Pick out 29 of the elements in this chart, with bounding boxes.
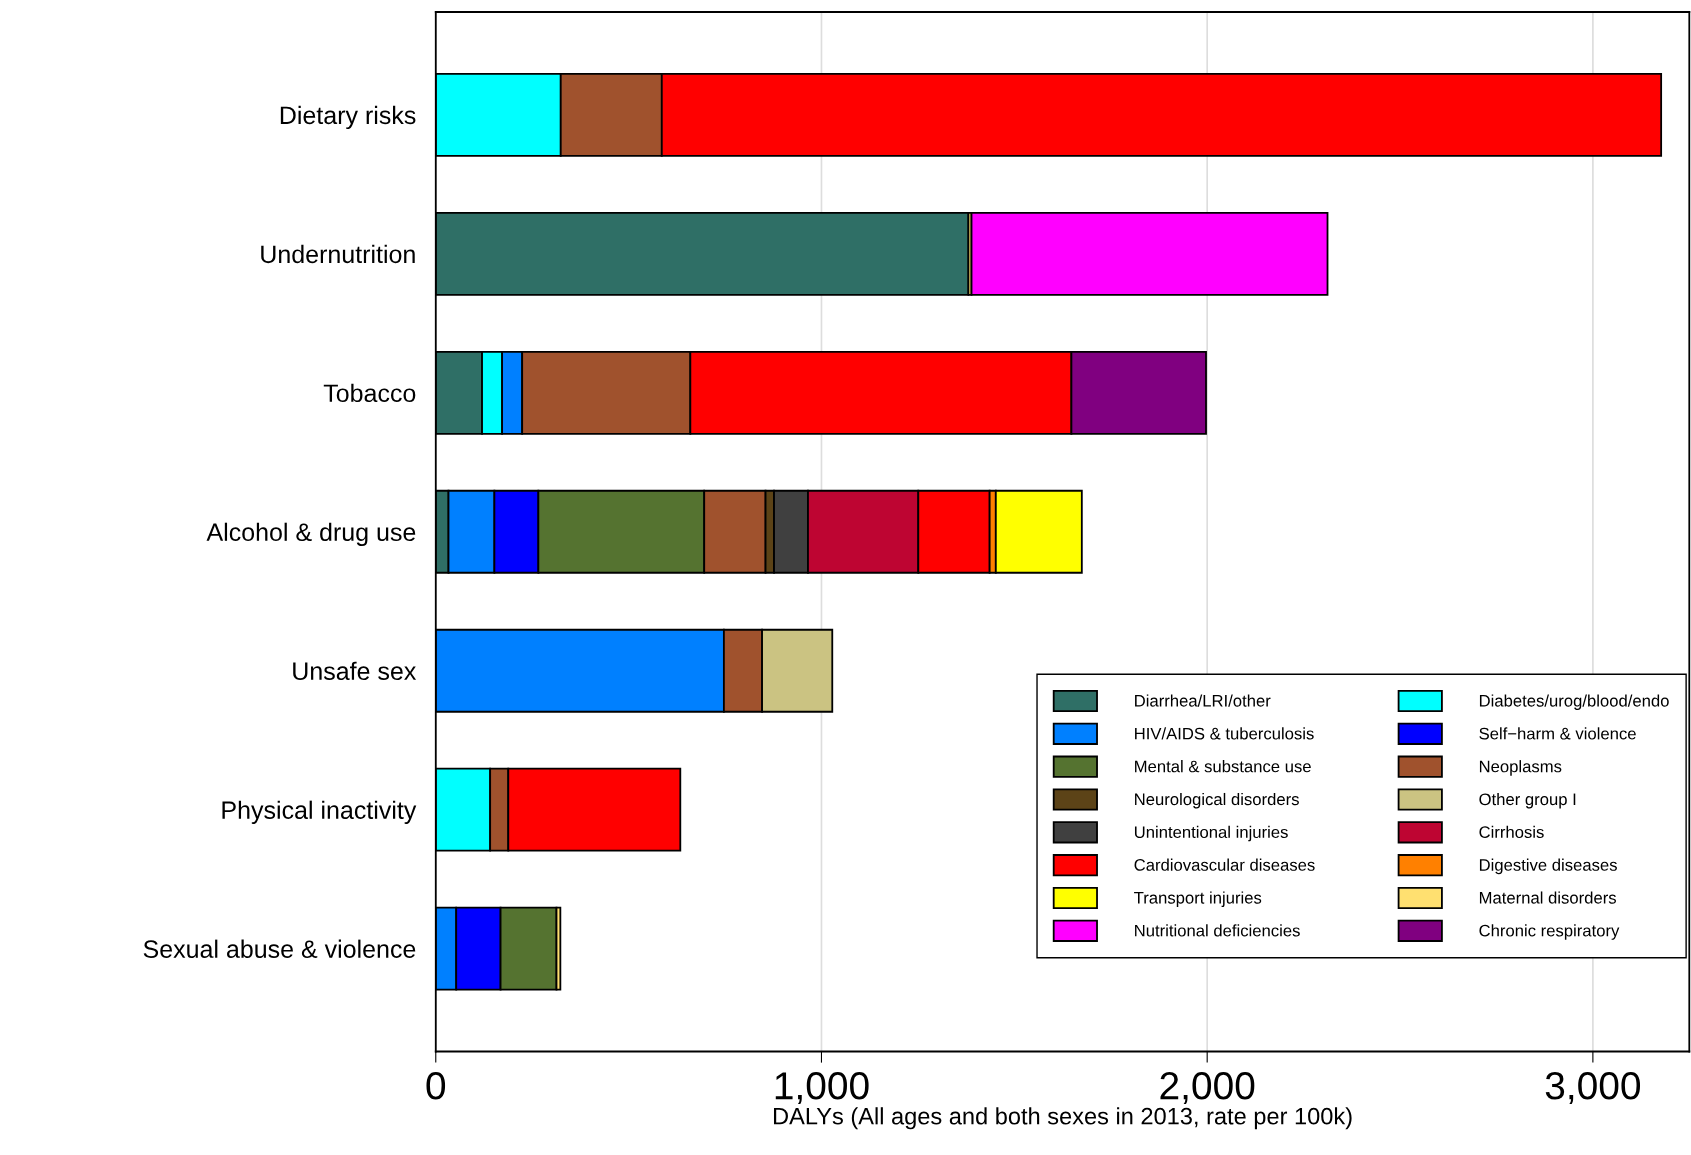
- legend-label: Cardiovascular diseases: [1134, 858, 1315, 871]
- legend-label: Nutritional deficiencies: [1135, 924, 1300, 937]
- legend-label: Cirrhosis: [1479, 825, 1544, 839]
- bar: [970, 211, 1329, 296]
- legend-label: Chronic respiratory: [1479, 924, 1620, 940]
- y-tick-label: Undernutrition: [261, 244, 415, 264]
- legend-label: Self−harm & violence: [1479, 727, 1636, 740]
- legend-label: HIV/AIDS & tuberculosis: [1135, 727, 1314, 740]
- legend-label: Mental & substance use: [1135, 760, 1311, 773]
- y-tick-label: Unsafe sex: [293, 661, 417, 681]
- legend-label: Digestive diseases: [1479, 858, 1617, 875]
- x-tick-label: 2,000: [1160, 1071, 1255, 1105]
- legend-label: Transport injuries: [1134, 891, 1262, 907]
- legend-label: Diarrhea/LRI/other: [1135, 694, 1271, 707]
- legend-label: Maternal disorders: [1479, 891, 1616, 904]
- x-tick-label: 0: [426, 1071, 446, 1100]
- legend-label: Unintentional injuries: [1134, 825, 1288, 842]
- x-tick-label: 1,000: [775, 1071, 869, 1105]
- x-axis-title: DALYs (All ages and both sexes in 2013, rate per 100k): [773, 1107, 1352, 1130]
- y-tick-label: Dietary risks: [280, 105, 416, 130]
- legend-label: Neurological disorders: [1135, 792, 1299, 809]
- legend-label: Diabetes/urog/blood/endo: [1479, 694, 1669, 710]
- legend-label: Neoplasms: [1479, 760, 1562, 776]
- y-tick-label: Physical inactivity: [222, 800, 417, 824]
- x-tick-label: 3,000: [1545, 1071, 1641, 1105]
- legend-label: Other group I: [1479, 792, 1576, 809]
- y-tick-label: Sexual abuse & violence: [143, 939, 416, 958]
- y-tick-label: Tobacco: [323, 383, 416, 403]
- y-tick-label: Alcohol & drug use: [206, 522, 416, 547]
